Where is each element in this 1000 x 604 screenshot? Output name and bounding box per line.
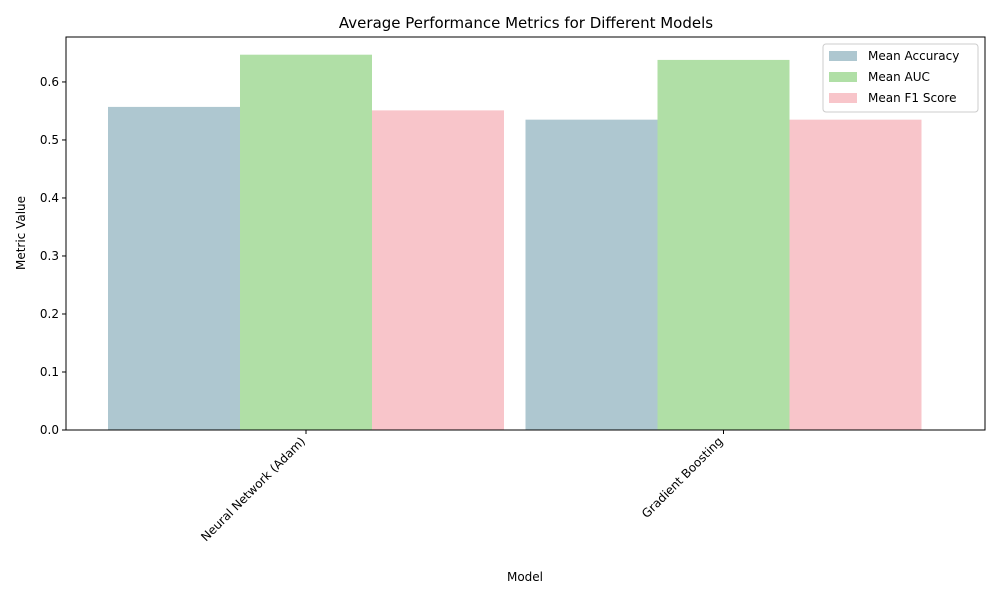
bar-mean-f1-score-1 [372,110,504,430]
x-axis: Neural Network (Adam) Gradient Boosting [198,430,726,544]
legend-label: Mean Accuracy [868,49,959,63]
x-axis-label: Model [507,570,543,584]
y-tick-label: 0.2 [40,307,59,321]
bar-mean-accuracy-2 [525,119,658,430]
legend: Mean Accuracy Mean AUC Mean F1 Score [822,43,979,113]
legend-label: Mean F1 Score [868,91,956,105]
y-tick-label: 0.3 [40,249,59,263]
legend-swatch [829,51,857,61]
y-tick-label: 0.5 [40,133,59,147]
legend-frame [822,43,979,113]
y-axis-label: Metric Value [14,196,28,270]
bars-group [108,54,922,431]
x-tick-label: Gradient Boosting [639,434,726,521]
y-tick-label: 0.0 [40,423,59,437]
x-tick-label: Neural Network (Adam) [198,434,308,544]
y-tick-label: 0.4 [40,191,59,205]
plot-frame [65,36,986,431]
y-axis: 0.0 0.1 0.2 0.3 0.4 0.5 0.6 [40,75,66,437]
y-tick-label: 0.1 [40,365,59,379]
bar-mean-auc-1 [240,54,372,430]
legend-label: Mean AUC [868,70,930,84]
bar-mean-accuracy-1 [108,106,240,430]
y-tick-label: 0.6 [40,75,59,89]
bar-mean-auc-2 [657,59,790,431]
chart-title: Average Performance Metrics for Differen… [339,14,713,32]
legend-swatch [829,72,857,82]
legend-swatch [829,93,857,103]
bar-mean-f1-score-2 [789,119,922,430]
